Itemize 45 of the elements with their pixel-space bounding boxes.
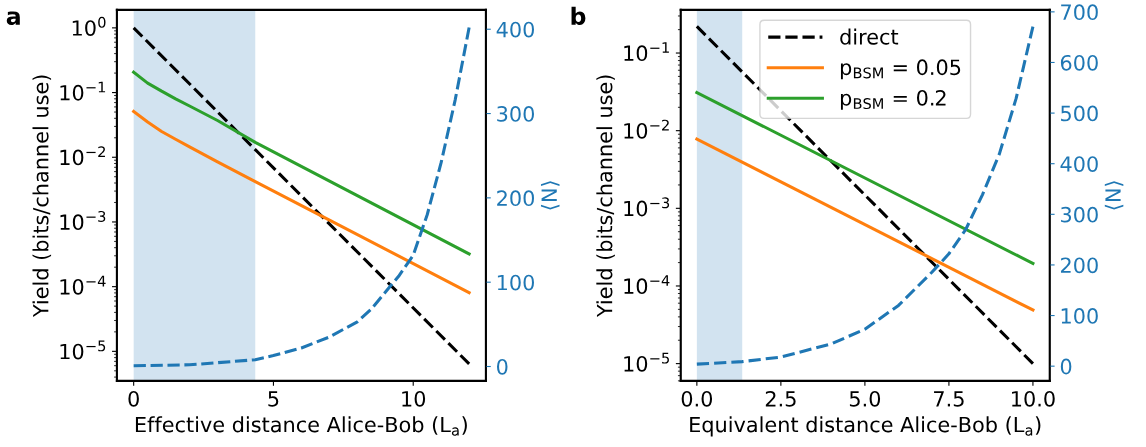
y-tick-label: 10$^{−4}$ xyxy=(624,275,670,295)
y-tick-label: 10$^{−3}$ xyxy=(60,210,106,231)
line-series xyxy=(132,70,471,256)
x-tick-label: 5.0 xyxy=(849,390,881,407)
legend-label: p$_{BSM}$ = 0.05 xyxy=(840,59,961,80)
y2-axis-title: ⟨N⟩ xyxy=(1104,181,1124,210)
x-axis-title: Effective distance Alice-Bob (L$_{a}$) xyxy=(135,416,467,436)
x-tick-label: 2.5 xyxy=(765,390,796,407)
y2-tick-label: 300 xyxy=(1061,206,1098,223)
y2-tick-label: 200 xyxy=(497,190,535,207)
y2-tick-label: 600 xyxy=(1060,54,1098,71)
y2-tick-label: 700 xyxy=(1061,4,1098,21)
y-tick-label: 10$^{−2}$ xyxy=(60,146,105,166)
y2-tick-label: 0 xyxy=(497,358,508,375)
y2-tick-label: 100 xyxy=(497,274,535,291)
legend-label: p$_{BSM}$ = 0.2 xyxy=(840,89,946,110)
x-axis-title: Equivalent distance Alice-Bob (L$_{a}$) xyxy=(690,416,1041,437)
y-tick-label: 10$^{−4}$ xyxy=(60,275,106,295)
y2-tick-label: 400 xyxy=(1060,156,1098,172)
x-tick-label: 0 xyxy=(128,390,139,407)
y2-tick-label: 300 xyxy=(497,106,535,122)
y2-tick-label: 100 xyxy=(1061,308,1098,324)
y-tick-label: 10$^{−5}$ xyxy=(60,340,106,360)
x-tick-label: 10.0 xyxy=(1012,390,1055,407)
text: a xyxy=(6,11,20,25)
line-series xyxy=(132,109,471,295)
y-tick-label: 10$^{−2}$ xyxy=(624,119,669,139)
y-axis-title: Yield (bits/channel use) xyxy=(596,75,615,318)
y-axis-title: Yield (bits/channel use) xyxy=(32,75,52,318)
y-tick-label: 10$^{−3}$ xyxy=(624,197,670,217)
y2-tick-label: 500 xyxy=(1061,105,1098,122)
y-tick-label: 10$^{−1}$ xyxy=(60,81,106,101)
y-tick-label: 10$^{−1}$ xyxy=(624,42,669,62)
y-tick-label: 10$^{0}$ xyxy=(72,16,106,36)
y2-tick-label: 0 xyxy=(1060,358,1072,375)
x-tick-label: 7.5 xyxy=(934,391,964,407)
y-tick-label: 10$^{−5}$ xyxy=(624,352,669,372)
x-tick-label: 10 xyxy=(402,390,426,407)
legend-label: direct xyxy=(840,28,899,45)
y2-axis-title: ⟨N⟩ xyxy=(540,181,560,210)
x-tick-label: 5 xyxy=(268,391,279,407)
x-tick-label: 0.0 xyxy=(681,390,713,407)
y2-tick-label: 200 xyxy=(1060,257,1098,274)
y2-tick-label: 400 xyxy=(496,21,535,38)
text: b xyxy=(571,6,586,25)
